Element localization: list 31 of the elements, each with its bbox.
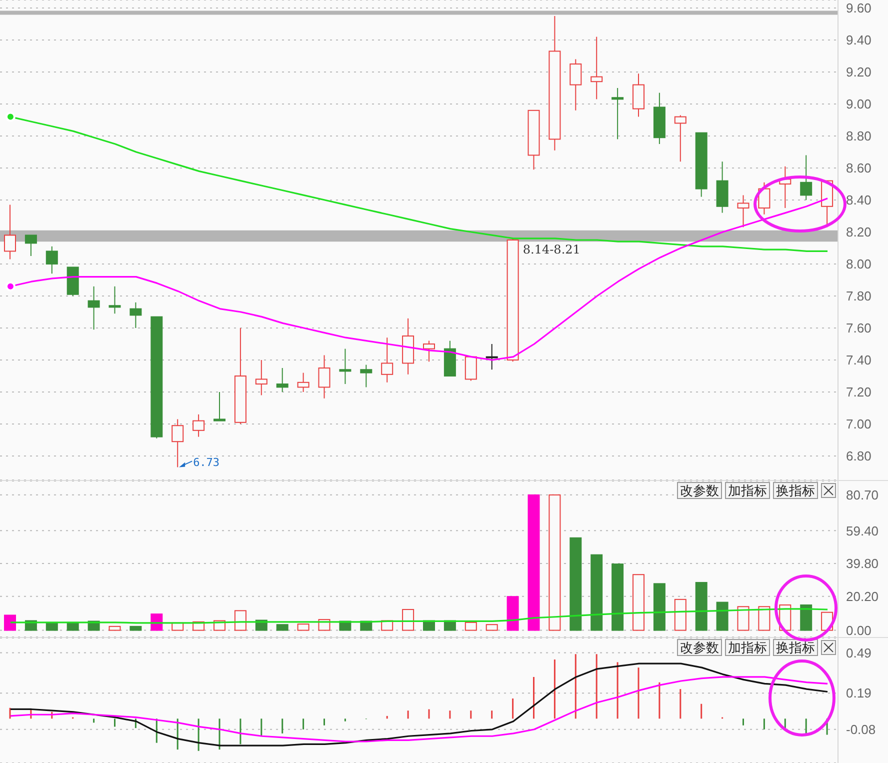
y-tick-label: 9.40 bbox=[846, 32, 872, 48]
y-tick-label: 9.20 bbox=[846, 64, 872, 80]
y-tick-label: 39.80 bbox=[846, 556, 879, 572]
y-tick-label: 8.60 bbox=[846, 160, 872, 176]
y-tick-label: 8.40 bbox=[846, 192, 872, 208]
annotation: 改参数 bbox=[677, 639, 722, 656]
y-tick-label: 7.60 bbox=[846, 320, 872, 336]
y-tick-label: 20.20 bbox=[846, 589, 879, 604]
y-tick-label: 6.80 bbox=[846, 448, 872, 464]
y-tick-label: 7.40 bbox=[846, 352, 872, 368]
y-tick-label: 7.80 bbox=[846, 288, 872, 304]
y-tick-label: 7.20 bbox=[846, 384, 872, 400]
annotation: 加指标 bbox=[725, 639, 770, 656]
annotation: 换指标 bbox=[773, 482, 818, 499]
y-tick-label: 80.70 bbox=[846, 488, 879, 503]
annotation: 6.73 bbox=[193, 456, 220, 470]
y-tick-label: 8.20 bbox=[846, 224, 872, 240]
annotation: 加指标 bbox=[725, 482, 770, 499]
y-tick-label: 0.00 bbox=[846, 622, 872, 638]
y-tick-label: 9.00 bbox=[846, 96, 872, 112]
y-tick-label: 8.00 bbox=[846, 256, 872, 272]
band-label: 8.14-8.21 bbox=[522, 242, 580, 257]
y-tick-label: 9.60 bbox=[846, 0, 872, 16]
y-tick-label: 7.00 bbox=[846, 416, 872, 432]
y-tick-label: 59.40 bbox=[846, 523, 879, 538]
annotation: 换指标 bbox=[773, 639, 818, 656]
y-tick-label: 0.19 bbox=[846, 686, 872, 701]
y-tick-label: 0.49 bbox=[846, 645, 872, 660]
annotation: 改参数 bbox=[677, 482, 722, 499]
y-tick-label: 8.80 bbox=[846, 128, 872, 144]
y-tick-label: -0.08 bbox=[846, 722, 876, 738]
